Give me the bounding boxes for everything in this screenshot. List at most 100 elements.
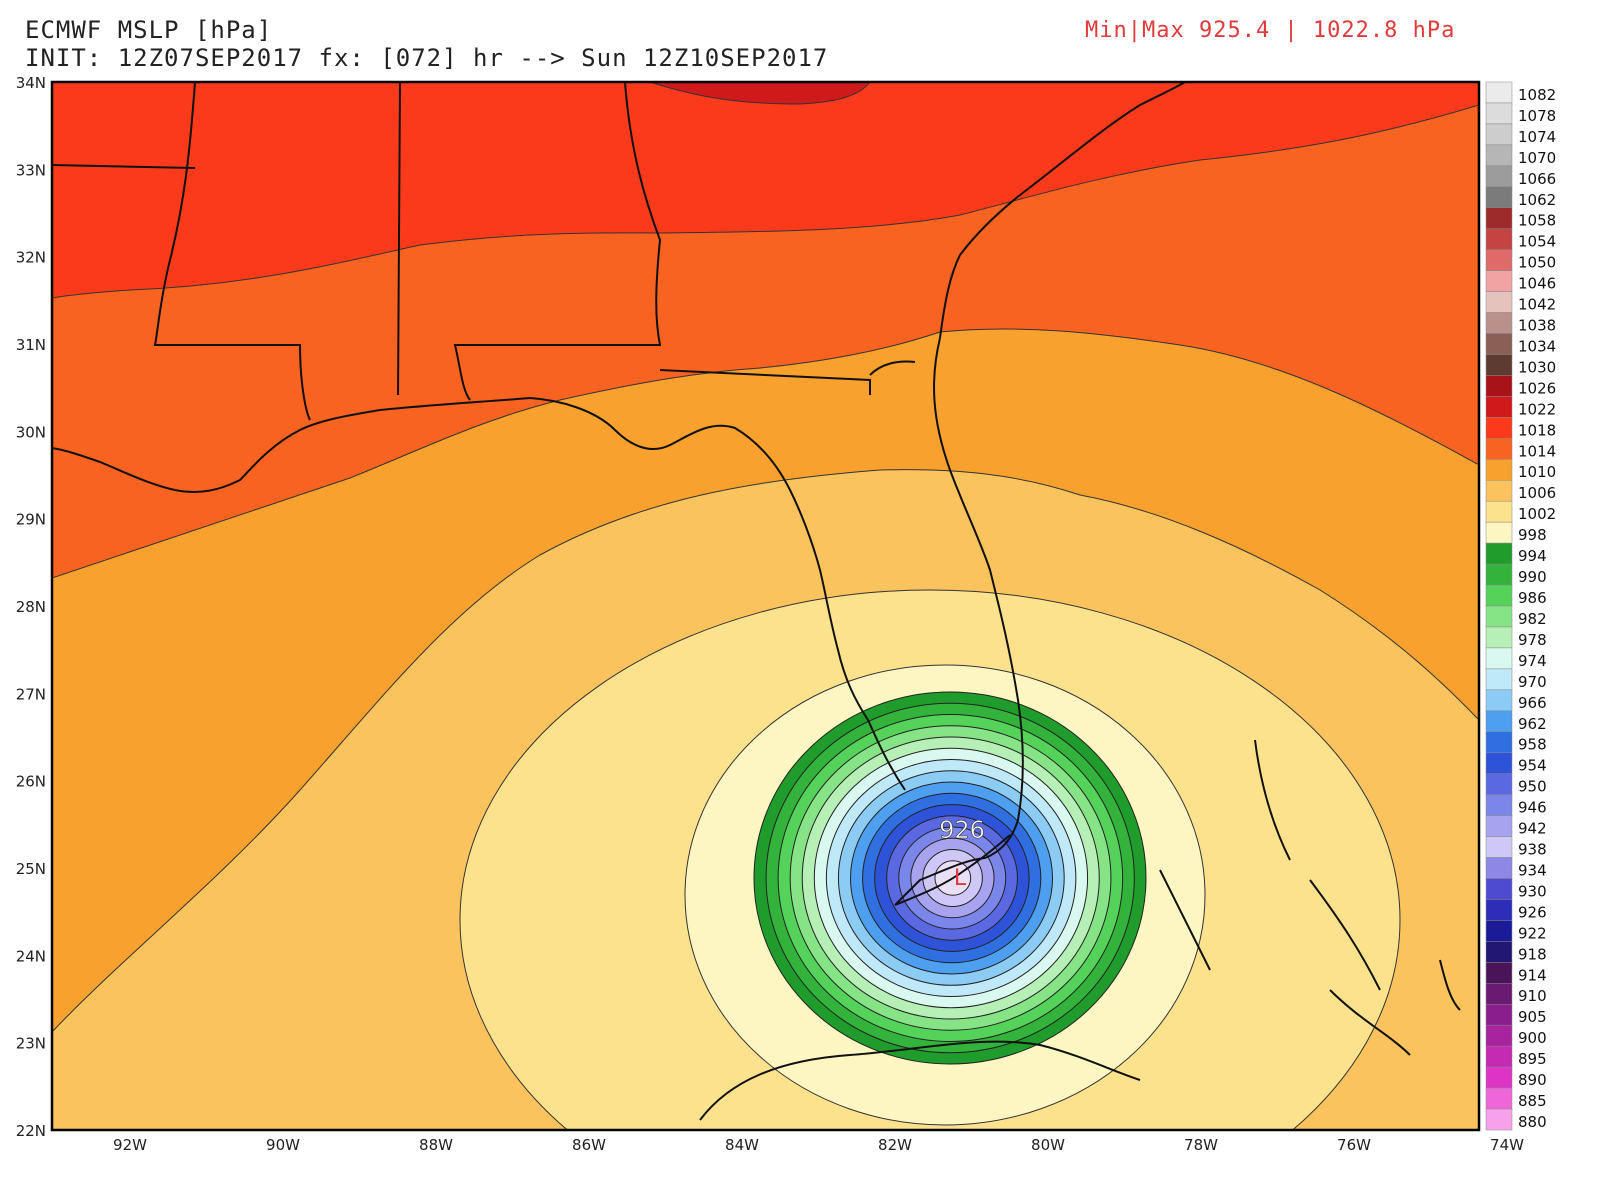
center-pressure-label: 926 [939, 816, 985, 844]
lat-label: 25N [16, 860, 46, 878]
field-1022 [649, 82, 871, 105]
colorbar-swatch [1485, 710, 1513, 733]
colorbar-label: 890 [1518, 1071, 1547, 1089]
colorbar-swatch [1485, 752, 1513, 774]
colorbar-label: 1042 [1518, 296, 1556, 314]
colorbar-swatch [1485, 354, 1513, 376]
min-max-readout: Min|Max 925.4 | 1022.8 hPa [1085, 18, 1456, 43]
colorbar-label: 910 [1518, 987, 1547, 1005]
colorbar-swatch [1485, 689, 1513, 712]
colorbar-label: 905 [1518, 1008, 1547, 1026]
colorbar-label: 1038 [1518, 317, 1556, 335]
lat-label: 26N [16, 773, 46, 791]
colorbar-label: 1002 [1518, 505, 1556, 523]
colorbar-swatch [1485, 186, 1513, 209]
colorbar-label: 1058 [1518, 212, 1556, 230]
colorbar-swatch [1485, 270, 1513, 292]
colorbar-swatch [1485, 920, 1513, 942]
colorbar-swatch [1485, 123, 1513, 146]
colorbar-swatch [1485, 794, 1513, 816]
colorbar-label: 1022 [1518, 400, 1556, 418]
field-1018 [52, 82, 1479, 299]
lat-label: 22N [16, 1122, 46, 1140]
colorbar-swatch [1485, 438, 1513, 460]
lon-label: 76W [1337, 1136, 1371, 1154]
colorbar-label: 895 [1518, 1050, 1547, 1068]
colorbar-swatch [1485, 165, 1513, 188]
map-title: ECMWF MSLP [hPa] [25, 16, 273, 44]
colorbar-label: 1082 [1518, 86, 1556, 104]
colorbar-label: 1046 [1518, 275, 1556, 293]
lat-label: 27N [16, 685, 46, 703]
lat-label: 28N [16, 598, 46, 616]
colorbar-swatch [1485, 1045, 1513, 1068]
colorbar-label: 942 [1518, 820, 1547, 838]
lat-label: 29N [16, 511, 46, 529]
colorbar-label: 946 [1518, 799, 1547, 817]
colorbar-label: 1066 [1518, 170, 1556, 188]
colorbar-swatch [1485, 144, 1513, 167]
colorbar-swatch [1485, 417, 1513, 439]
colorbar-label: 1014 [1518, 442, 1556, 460]
colorbar-label: 950 [1518, 778, 1547, 796]
colorbar-label: 966 [1518, 694, 1547, 712]
lon-label: 82W [878, 1136, 912, 1154]
colorbar-swatch [1485, 479, 1513, 502]
colorbar-label: 926 [1518, 903, 1547, 921]
lon-label: 90W [266, 1136, 300, 1154]
colorbar-label: 922 [1518, 924, 1547, 942]
colorbar-label: 885 [1518, 1092, 1547, 1110]
colorbar-swatch [1485, 521, 1513, 544]
colorbar-label: 994 [1518, 547, 1547, 565]
low-pressure-rings [753, 691, 1147, 1065]
colorbar: 1082 1078 1074 1070 1066 1062 1058 1054 1050 1046… [1485, 81, 1556, 1131]
colorbar-swatch [1485, 899, 1513, 921]
coastlines [52, 82, 1461, 1121]
colorbar-swatch [1485, 962, 1513, 984]
colorbar-swatch [1485, 102, 1513, 125]
low-center-marker: L [954, 866, 967, 891]
colorbar-swatch [1485, 249, 1513, 271]
colorbar-label: 958 [1518, 736, 1547, 754]
colorbar-label: 978 [1518, 631, 1547, 649]
colorbar-swatch [1485, 81, 1513, 104]
colorbar-label: 918 [1518, 945, 1547, 963]
colorbar-label: 1006 [1518, 484, 1556, 502]
colorbar-swatch [1485, 815, 1513, 837]
colorbar-label: 1050 [1518, 254, 1556, 272]
colorbar-swatch [1485, 1087, 1513, 1110]
latitude-labels: 34N 33N 32N 31N 30N 29N 28N 27N 26N 25N 24N 23N 22N [16, 74, 46, 1140]
colorbar-label: 1074 [1518, 128, 1556, 146]
colorbar-swatch [1485, 857, 1513, 879]
colorbar-label: 1078 [1518, 107, 1556, 125]
colorbar-swatch [1485, 668, 1513, 691]
map-frame [50, 80, 1481, 1132]
colorbar-label: 880 [1518, 1113, 1547, 1131]
lat-label: 30N [16, 423, 46, 441]
lon-label: 74W [1490, 1136, 1524, 1154]
colorbar-label: 982 [1518, 610, 1547, 628]
colorbar-swatch [1485, 941, 1513, 963]
colorbar-swatch [1485, 605, 1513, 628]
lon-label: 78W [1184, 1136, 1218, 1154]
lat-label: 31N [16, 336, 46, 354]
lat-label: 24N [16, 947, 46, 965]
colorbar-swatch [1485, 1066, 1513, 1089]
colorbar-label: 954 [1518, 757, 1547, 775]
colorbar-swatch [1485, 228, 1513, 250]
colorbar-label: 914 [1518, 966, 1547, 984]
colorbar-swatch [1485, 207, 1513, 229]
lat-label: 33N [16, 161, 46, 179]
colorbar-label: 1018 [1518, 421, 1556, 439]
colorbar-label: 1010 [1518, 463, 1556, 481]
colorbar-swatch [1485, 1003, 1513, 1026]
colorbar-label: 1026 [1518, 379, 1556, 397]
colorbar-swatch [1485, 291, 1513, 313]
colorbar-label: 1054 [1518, 233, 1556, 251]
colorbar-swatch [1485, 1108, 1513, 1131]
lon-label: 92W [113, 1136, 147, 1154]
colorbar-swatch [1485, 333, 1513, 355]
colorbar-label: 970 [1518, 673, 1547, 691]
lat-label: 32N [16, 249, 46, 267]
colorbar-swatch [1485, 983, 1513, 1005]
